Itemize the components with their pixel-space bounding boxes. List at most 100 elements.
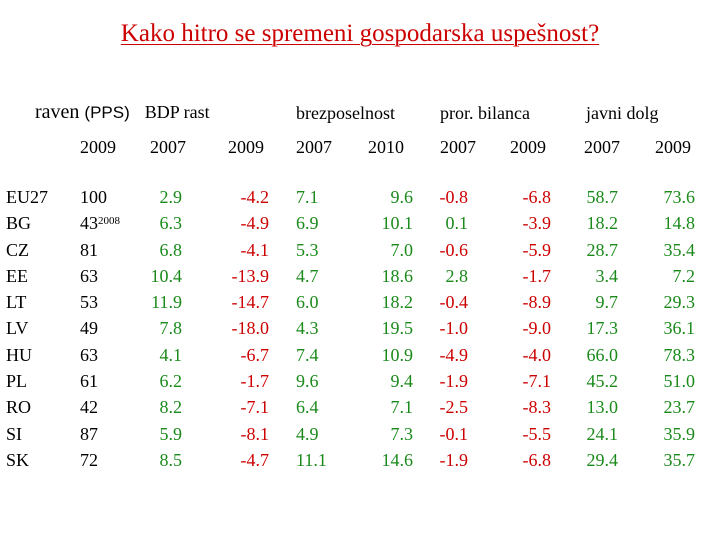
year-brez-2007: 2007 (296, 137, 332, 157)
col-brez-2007: 7.1 6.9 5.3 4.7 6.0 4.3 7.4 9.6 6.4 4.9 11.1 (296, 184, 356, 473)
cell-bil2009-lt: -8.9 (522, 292, 552, 313)
cell-bil2007-cz: -0.6 (439, 239, 469, 260)
cell-brez2010-hu: 10.9 (381, 344, 414, 365)
year-bdp-2009: 2009 (228, 137, 264, 157)
cell-raven-ee: 63 (80, 265, 98, 286)
cell-bil2009-ee: -1.7 (522, 265, 552, 286)
cell-bdp2007-pl: 6.2 (159, 371, 183, 392)
cell-bdp2007-eu27: 2.9 (159, 187, 183, 207)
cell-countries-ro: RO (6, 397, 32, 418)
page-title: Kako hitro se spremeni gospodarska uspeš… (120, 20, 600, 47)
cell-raven-lt: 53 (80, 292, 98, 313)
cell-bdp2007-ro: 8.2 (159, 397, 183, 418)
cell-dolg2009-pl: 51.0 (663, 371, 696, 392)
cell-countries-lv: LV (6, 318, 29, 339)
cell-bil2007-sk: -1.9 (439, 449, 469, 470)
header-javni-dolg: javni dolg (586, 103, 659, 123)
cell-raven-bg: 432008 (80, 213, 120, 234)
cell-dolg2007-ee: 3.4 (595, 265, 619, 286)
cell-dolg2009-hu: 78.3 (663, 344, 696, 365)
cell-dolg2007-lv: 17.3 (586, 318, 619, 339)
cell-bil2009-lv: -9.0 (522, 318, 552, 339)
cell-bil2007-bg: 0.1 (445, 213, 469, 234)
cell-brez2007-ee: 4.7 (296, 265, 319, 286)
cell-brez2007-hu: 7.4 (296, 344, 319, 365)
cell-brez2007-lt: 6.0 (296, 292, 319, 313)
cell-brez2007-bg: 6.9 (296, 213, 319, 234)
col-bil-2009: -6.8 -3.9 -5.9 -1.7 -8.9 -9.0 -4.0 -7.1 -8.3 -5.5… (496, 184, 552, 473)
cell-bil2007-ee: 2.8 (445, 265, 469, 286)
cell-brez2007-cz: 5.3 (296, 239, 319, 260)
cell-brez2007-si: 4.9 (296, 423, 319, 444)
col-countries: EU27 BG CZ EE LT LV HU PL RO SI SK (6, 184, 48, 473)
cell-raven-sk: 72 (80, 449, 98, 470)
cell-bil2009-eu27: -6.8 (522, 187, 552, 207)
col-dolg-2009: 73.6 14.8 35.4 7.2 29.3 36.1 78.3 51.0 23.7 35.9 3… (640, 184, 696, 473)
cell-countries-pl: PL (6, 371, 28, 392)
cell-raven-pl: 61 (80, 371, 98, 392)
year-bil-2007: 2007 (440, 137, 476, 157)
cell-bdp2009-ee: -13.9 (231, 265, 270, 286)
cell-brez2010-lv: 19.5 (381, 318, 414, 339)
cell-countries-cz: CZ (6, 239, 30, 260)
cell-bdp2007-hu: 4.1 (159, 344, 183, 365)
cell-bdp2009-ro: -7.1 (240, 397, 270, 418)
year-raven-2009: 2009 (80, 137, 116, 157)
cell-bdp2009-cz: -4.1 (240, 239, 270, 260)
cell-brez2010-ro: 7.1 (390, 397, 414, 418)
cell-dolg2007-si: 24.1 (586, 423, 619, 444)
col-dolg-2007: 58.7 18.2 28.7 3.4 9.7 17.3 66.0 45.2 13.0 24.1 29… (570, 184, 619, 473)
cell-brez2007-eu27: 7.1 (296, 187, 319, 207)
cell-bil2009-sk: -6.8 (522, 449, 552, 470)
cell-bil2007-lv: -1.0 (439, 318, 469, 339)
cell-bdp2007-sk: 8.5 (159, 449, 183, 470)
header-brezposelnost: brezposelnost (296, 103, 395, 123)
cell-bdp2007-si: 5.9 (159, 423, 183, 444)
cell-countries-eu27: EU27 (6, 187, 48, 207)
header-bdp-rast: BDP rast (144, 102, 210, 122)
cell-dolg2009-eu27: 73.6 (663, 187, 696, 207)
cell-bdp2009-bg: -4.9 (240, 213, 270, 234)
cell-bdp2009-eu27: -4.2 (240, 187, 270, 207)
cell-dolg2009-lt: 29.3 (663, 292, 696, 313)
cell-dolg2009-cz: 35.4 (663, 239, 696, 260)
cell-bdp2009-si: -8.1 (240, 423, 270, 444)
header-raven-label: raven (35, 101, 80, 123)
cell-brez2010-lt: 18.2 (381, 292, 414, 313)
cell-countries-ee: EE (6, 265, 28, 286)
cell-bdp2009-sk: -4.7 (240, 449, 270, 470)
cell-bil2007-si: -0.1 (439, 423, 469, 444)
cell-brez2007-lv: 4.3 (296, 318, 319, 339)
cell-dolg2007-ro: 13.0 (586, 397, 619, 418)
cell-dolg2009-ee: 7.2 (672, 265, 696, 286)
cell-dolg2009-si: 35.9 (663, 423, 696, 444)
cell-raven-ro: 42 (80, 397, 98, 418)
cell-bdp2007-bg: 6.3 (159, 213, 183, 234)
cell-dolg2007-lt: 9.7 (595, 292, 619, 313)
cell-brez2007-sk: 11.1 (296, 449, 327, 470)
cell-bil2007-pl: -1.9 (439, 371, 469, 392)
cell-brez2007-pl: 9.6 (296, 371, 319, 392)
cell-bdp2007-lv: 7.8 (159, 318, 183, 339)
year-bil-2009: 2009 (510, 137, 546, 157)
year-brez-2010: 2010 (368, 137, 404, 157)
cell-bil2009-si: -5.5 (522, 423, 552, 444)
cell-bdp2007-ee: 10.4 (150, 265, 183, 286)
cell-brez2010-si: 7.3 (390, 423, 414, 444)
col-brez-2010: 9.6 10.1 7.0 18.6 18.2 19.5 10.9 9.4 7.1 7.3 14.6 (355, 184, 414, 473)
header-pror-bilanca: pror. bilanca (440, 103, 530, 123)
cell-bdp2007-lt: 11.9 (151, 292, 182, 313)
cell-bdp2009-lv: -18.0 (231, 318, 270, 339)
cell-dolg2007-pl: 45.2 (586, 371, 619, 392)
raven-bg-year-note: 2008 (98, 215, 120, 228)
cell-bil2009-ro: -8.3 (522, 397, 552, 418)
cell-brez2010-ee: 18.6 (381, 265, 414, 286)
cell-bil2007-hu: -4.9 (439, 344, 469, 365)
cell-bdp2007-cz: 6.8 (159, 239, 183, 260)
cell-countries-bg: BG (6, 213, 32, 234)
cell-brez2010-sk: 14.6 (381, 449, 414, 470)
cell-bil2009-cz: -5.9 (522, 239, 552, 260)
cell-dolg2009-ro: 23.7 (663, 397, 696, 418)
cell-dolg2007-bg: 18.2 (586, 213, 619, 234)
col-bdp-2007: 2.9 6.3 6.8 10.4 11.9 7.8 4.1 6.2 8.2 5.9 8.5 (140, 184, 183, 473)
